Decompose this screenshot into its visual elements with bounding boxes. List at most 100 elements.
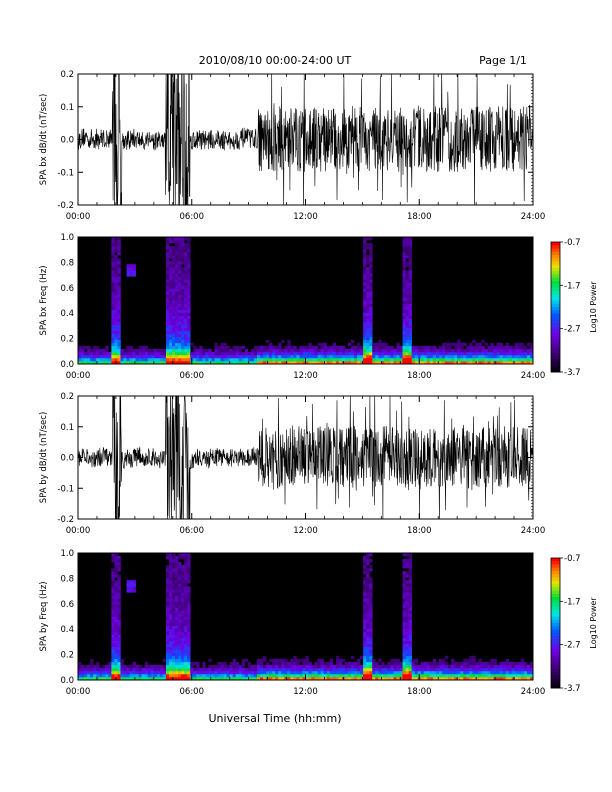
spectrogram-cell (181, 357, 185, 362)
spectrogram-cell (375, 360, 379, 365)
spectrogram-cell (363, 255, 367, 259)
spectrogram-cell (214, 676, 218, 681)
spectrogram-cell (105, 360, 109, 365)
spectrogram-cell (329, 673, 334, 678)
spectrogram-cell (357, 670, 361, 675)
spectrogram-cell (423, 357, 428, 362)
spectrogram-cell (278, 664, 282, 669)
spectrogram-cell (126, 360, 130, 365)
y-tick-label: -0.1 (57, 484, 74, 494)
spectrogram-cell (126, 357, 130, 362)
spectrogram-cell (175, 240, 179, 244)
spectrogram-cell (81, 348, 85, 353)
spectrogram-cell (235, 673, 240, 678)
spectrogram-cell (442, 354, 446, 359)
spectrogram-cell (372, 670, 376, 675)
spectrogram-cell (505, 357, 510, 362)
spectrogram-cell (302, 345, 306, 350)
spectrogram-cell (114, 336, 118, 341)
spectrogram-cell (363, 279, 367, 283)
spectrogram-cell (184, 673, 188, 678)
spectrogram-cell (232, 676, 237, 681)
spectrogram-cell (175, 330, 179, 335)
spectrogram-cell (187, 646, 191, 651)
spectrogram-cell (165, 270, 170, 274)
spectrogram-cell (81, 357, 85, 362)
spectrogram-cell (220, 351, 224, 356)
spectrogram-cell (114, 333, 118, 338)
spectrogram-cell (181, 288, 185, 292)
spectrogram-cell (472, 667, 476, 672)
spectrogram-cell (84, 345, 88, 350)
spectrogram-cell (369, 580, 373, 584)
spectrogram-cell (117, 559, 121, 563)
spectrogram-cell (472, 661, 476, 666)
spectrogram-cell (302, 360, 306, 365)
spectrogram-cell (208, 673, 212, 678)
spectrogram-cell (360, 655, 364, 660)
spectrogram-cell (435, 667, 440, 672)
spectrogram-cell (408, 237, 412, 241)
spectrogram-cell (405, 652, 409, 657)
spectrogram-cell (111, 357, 115, 362)
spectrogram-cell (184, 583, 188, 587)
spectrogram-cell (114, 658, 118, 663)
spectrogram-cell (165, 553, 170, 557)
spectrogram-cell (217, 351, 221, 356)
spectrogram-cell (408, 607, 412, 611)
spectrogram-cell (129, 589, 133, 593)
spectrogram-cell (329, 661, 334, 666)
spectrogram-cell (111, 336, 115, 341)
spectrogram-cell (402, 276, 406, 280)
spectrogram-cell (408, 556, 412, 560)
spectrogram-cell (184, 303, 188, 307)
colorbar-frame (550, 241, 561, 373)
spectrogram-cell (493, 348, 497, 353)
spectrogram-cell (366, 637, 370, 641)
spectrogram-cell (220, 345, 224, 350)
spectrogram-cell (405, 354, 409, 359)
spectrogram-cell (175, 619, 179, 623)
spectrogram-cell (117, 267, 121, 271)
spectrogram-cell (132, 580, 136, 584)
spectrogram-cell (172, 336, 176, 341)
spectrogram-cell (284, 658, 288, 663)
spectrogram-cell (420, 357, 425, 362)
spectrogram-cell (190, 667, 194, 672)
spectrogram-cell (435, 351, 440, 356)
spectrogram-cell (323, 664, 328, 669)
spectrogram-cell (184, 634, 188, 638)
spectrogram-cell (111, 348, 115, 353)
spectrogram-cell (184, 360, 188, 365)
spectrogram-cell (517, 354, 522, 359)
spectrogram-cell (369, 601, 373, 605)
spectrogram-cell (175, 574, 179, 578)
spectrogram-cell (378, 348, 382, 353)
spectrogram-cell (366, 360, 370, 365)
spectrogram-cell (426, 670, 431, 675)
spectrogram-cell (196, 354, 200, 359)
spectrogram-cell (405, 628, 409, 632)
spectrogram-cell (448, 667, 452, 672)
spectrogram-cell (366, 610, 370, 614)
spectrogram-cell (408, 595, 412, 599)
spectrogram-cell (169, 357, 173, 362)
spectrogram-cell (269, 673, 273, 678)
spectrogram-cell (354, 357, 358, 362)
spectrogram-cell (332, 667, 337, 672)
spectrogram-cell (408, 628, 412, 632)
spectrogram-cell (184, 246, 188, 250)
spectrogram-cell (229, 676, 233, 681)
spectrogram-cell (178, 595, 182, 599)
spectrogram-cell (181, 327, 185, 332)
spectrogram-cell (381, 342, 385, 347)
spectrogram-cell (402, 670, 406, 675)
spectrogram-cell (187, 652, 191, 657)
spectrogram-cell (405, 315, 409, 319)
spectrogram-cell (363, 282, 367, 286)
spectrogram-cell (432, 354, 437, 359)
spectrogram-cell (169, 288, 173, 292)
spectrogram-cell (253, 354, 258, 359)
spectrogram-cell (169, 318, 173, 322)
spectrogram-cell (114, 339, 118, 344)
